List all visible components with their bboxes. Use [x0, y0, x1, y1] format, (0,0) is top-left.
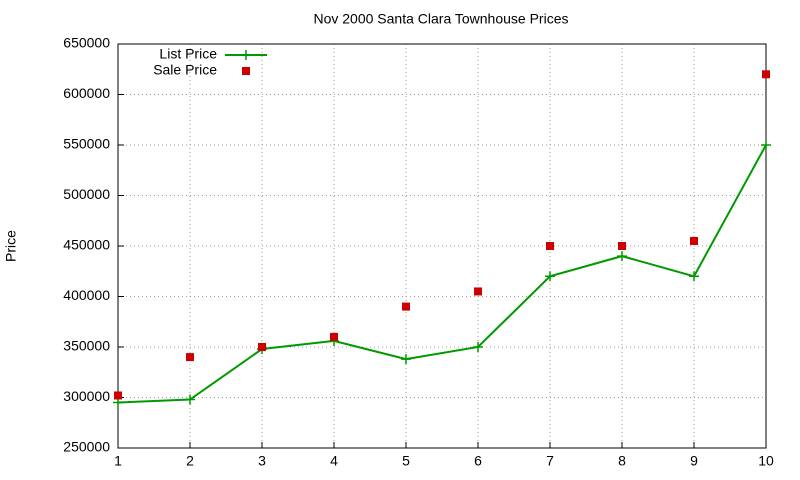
y-tick-label: 600000 — [63, 85, 110, 101]
x-tick-label: 6 — [474, 453, 482, 469]
x-tick-label: 5 — [402, 453, 410, 469]
data-point — [473, 342, 483, 352]
legend-label: Sale Price — [153, 62, 217, 78]
data-point — [545, 271, 555, 282]
y-tick-label: 650000 — [63, 35, 110, 51]
data-point — [618, 242, 626, 250]
x-tick-label: 9 — [690, 453, 698, 469]
data-point — [617, 251, 627, 262]
data-point — [258, 343, 266, 351]
legend-marker — [242, 67, 250, 75]
data-point — [185, 394, 195, 405]
y-tick-label: 450000 — [63, 237, 110, 253]
data-point — [761, 140, 771, 150]
legend-label: List Price — [159, 46, 217, 62]
y-tick-label: 300000 — [63, 388, 110, 404]
x-tick-label: 3 — [258, 453, 266, 469]
x-tick-label: 4 — [330, 453, 338, 469]
series-line — [117, 144, 767, 404]
data-point — [114, 391, 122, 400]
chart-title: Nov 2000 Santa Clara Townhouse Prices — [313, 11, 568, 27]
data-point — [689, 271, 699, 282]
x-tick-label: 2 — [186, 453, 194, 469]
y-tick-label: 250000 — [63, 439, 110, 455]
data-point — [762, 70, 770, 79]
data-point — [330, 332, 338, 341]
legend-marker — [241, 50, 251, 60]
data-point — [186, 353, 194, 362]
x-tick-label: 1 — [114, 453, 122, 469]
y-tick-label: 500000 — [63, 186, 110, 202]
y-tick-label: 350000 — [63, 338, 110, 354]
data-point — [474, 287, 482, 296]
data-point — [546, 242, 554, 250]
y-tick-label: 550000 — [63, 136, 110, 152]
x-tick-label: 10 — [758, 453, 774, 469]
x-tick-label: 8 — [618, 453, 626, 469]
y-tick-label: 400000 — [63, 287, 110, 303]
x-tick-label: 7 — [546, 453, 554, 469]
data-point — [401, 354, 411, 365]
y-axis-label: Price — [3, 230, 19, 262]
plot-frame — [117, 43, 767, 449]
data-point — [402, 302, 410, 311]
data-point — [690, 236, 698, 245]
